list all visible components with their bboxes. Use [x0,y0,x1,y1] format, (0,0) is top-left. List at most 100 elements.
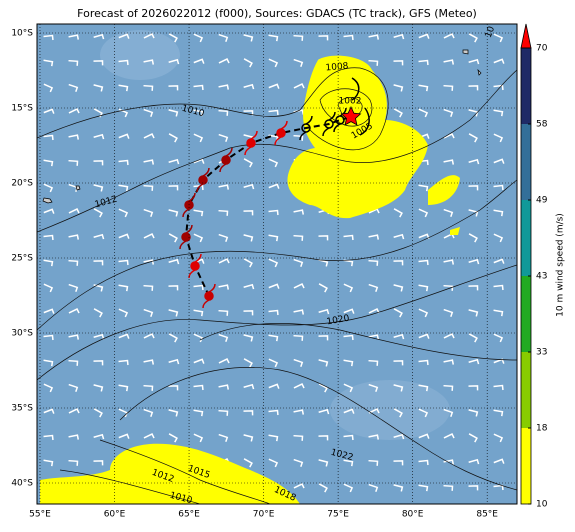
y-tick-label: 30°S [11,329,33,339]
wind-barb [218,284,230,290]
y-tick-label: 20°S [11,179,33,189]
wind-barb [293,34,304,41]
wind-barb [393,384,404,392]
colorbar-segment [521,276,531,352]
wind-barb [168,285,179,291]
wind-barb [318,35,329,41]
wind-barb [43,283,54,293]
wind-barb [268,83,280,89]
wind-barb [193,109,204,117]
wind-barb [118,59,129,66]
wind-barb [68,159,79,166]
wind-barb [243,234,254,242]
wind-barb [468,433,478,443]
wind-barb [268,409,279,416]
title: Forecast of 2026022012 (f000), Sources: … [77,7,477,20]
wind-barb [168,109,179,117]
wind-barb [193,433,204,443]
wind-barb [343,34,354,41]
wind-barb [293,358,304,367]
wind-barb [193,384,204,391]
wind-barb [393,60,404,66]
wind-barb [243,58,253,68]
wind-barb [243,258,253,268]
wind-barb [443,59,455,65]
wind-barb [68,83,79,92]
wind-barb [168,433,178,443]
wind-barb [468,285,479,291]
wind-barb [293,83,305,89]
storm-symbol [276,128,286,138]
wind-barb [368,34,380,40]
colorbar-segment [521,200,531,276]
wind-barb [143,384,154,391]
wind-barb [168,185,179,191]
wind-barb [193,333,204,343]
wind-barb [193,58,205,64]
wind-barb [268,58,279,68]
wind-barb [168,158,180,165]
wind-barb [418,484,429,492]
wind-barb [368,259,379,266]
colorbar-label: 10 m wind speed (m/s) [556,213,566,317]
x-tick-label: 75°E [327,510,349,520]
wind-barb [43,208,55,214]
wind-barb [143,208,154,217]
wind-barb [168,309,179,317]
wind-barb [318,259,329,267]
wind-barb [293,409,305,415]
wind-barb [243,110,254,116]
wind-barb [68,308,80,314]
wind-barb [218,184,230,190]
colorbar: 10 18 33 43 49 58 70 [520,23,548,510]
wind-barb [168,209,179,217]
y-tick-label: 40°S [11,479,33,489]
wind-barb [93,308,103,318]
wind-barb [268,434,279,442]
map-frame [36,23,518,505]
wind-barb [468,333,478,343]
wind-barb [493,133,504,143]
storm-arm [202,283,216,309]
wind-barb [218,358,230,364]
wind-barb [493,184,504,191]
wind-barb [193,133,204,143]
colorbar-tick-label: 43 [536,272,547,282]
y-tick-label: 10°S [11,29,33,39]
wind-barb [43,459,54,467]
wind-barb [68,208,80,214]
wind-barb [443,33,455,39]
wind-barb [268,334,279,342]
wind-barb [218,333,229,342]
wind-barb [43,183,54,193]
wind-barb [168,409,179,417]
wind-barb [168,333,178,343]
wind-barb [68,359,79,366]
wind-barb [68,59,79,66]
wind-barb [68,408,80,414]
wind-barb [218,209,229,216]
wind-barb [68,234,80,240]
wind-barb [43,383,54,393]
wind-barb [118,259,129,266]
wind-barb [468,85,479,91]
wind-barb [243,383,255,390]
wind-barb [318,335,329,341]
wind-barb [443,208,454,217]
wind-barb [443,408,454,417]
wind-barb [493,258,505,264]
colorbar-tick-label: 58 [536,120,548,130]
wind-barb [343,259,354,267]
wind-barb [43,234,54,241]
wind-barb [43,259,54,267]
wind-barb [93,60,104,66]
wind-barb [443,284,454,291]
wind-barb [93,33,105,40]
wind-barb [268,183,280,189]
wind-barb [143,359,155,365]
wind-barb [468,458,480,465]
wind-barb [243,410,254,416]
wind-barb [193,233,204,243]
wind-barb [368,283,379,292]
